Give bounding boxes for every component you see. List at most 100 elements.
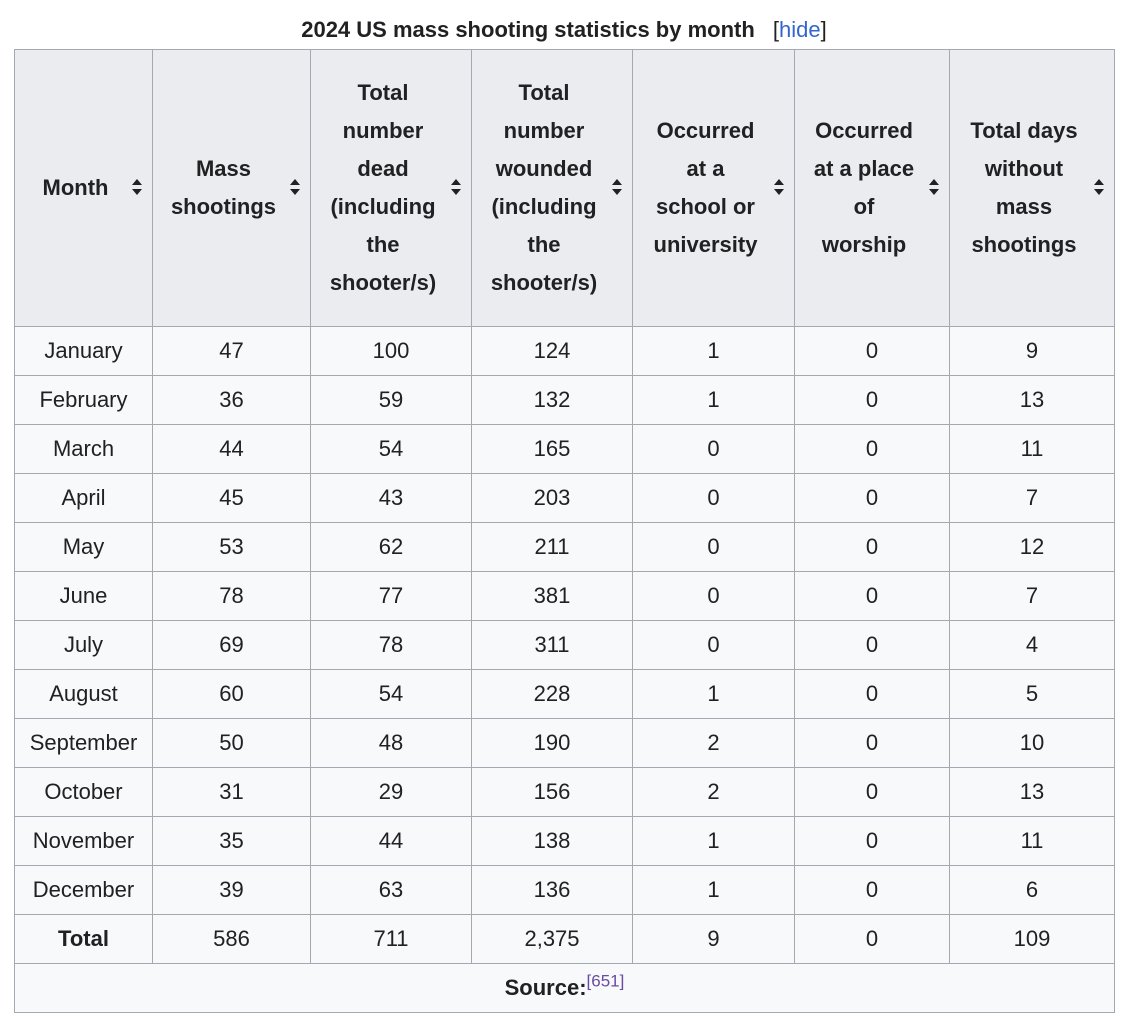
- total-cell-days-without: 109: [949, 914, 1115, 964]
- cell-total-wounded: 203: [471, 473, 633, 523]
- sort-arrows-icon[interactable]: [1094, 179, 1104, 197]
- table-row: April 45 43 203 0 0 7: [14, 473, 1115, 523]
- cell-place-of-worship: 0: [794, 473, 950, 523]
- column-header-text: (including: [491, 194, 597, 219]
- column-header-text: of: [853, 194, 875, 219]
- cell-total-dead: 77: [310, 571, 472, 621]
- cell-total-wounded: 132: [471, 375, 633, 425]
- sort-arrows-icon[interactable]: [774, 179, 784, 197]
- cell-place-of-worship: 0: [794, 424, 950, 474]
- cell-total-wounded: 211: [471, 522, 633, 572]
- cell-total-dead: 29: [310, 767, 472, 817]
- cell-total-wounded: 165: [471, 424, 633, 474]
- column-header-month[interactable]: Month: [14, 49, 153, 327]
- cell-school-or-university: 1: [632, 816, 795, 866]
- cell-school-or-university: 2: [632, 718, 795, 768]
- cell-total-wounded: 138: [471, 816, 633, 866]
- column-header-place-of-worship[interactable]: Occurred at a place of worship: [794, 49, 950, 327]
- cell-place-of-worship: 0: [794, 375, 950, 425]
- cell-mass-shootings: 60: [152, 669, 311, 719]
- cell-mass-shootings: 78: [152, 571, 311, 621]
- cell-school-or-university: 0: [632, 473, 795, 523]
- column-header-text: Month: [42, 175, 109, 200]
- table-row: May 53 62 211 0 0 12: [14, 522, 1115, 572]
- column-header-text: shootings: [971, 232, 1077, 257]
- column-header-text: shooter/s): [490, 270, 598, 295]
- column-header-text: without: [984, 156, 1064, 181]
- table-row: December 39 63 136 1 0 6: [14, 865, 1115, 915]
- total-cell-place-of-worship: 0: [794, 914, 950, 964]
- cell-days-without: 11: [949, 816, 1115, 866]
- cell-total-dead: 48: [310, 718, 472, 768]
- cell-days-without: 13: [949, 767, 1115, 817]
- cell-days-without: 6: [949, 865, 1115, 915]
- sort-arrows-icon[interactable]: [929, 179, 939, 197]
- column-header-days-without[interactable]: Total days without mass shootings: [949, 49, 1115, 327]
- cell-month: June: [14, 571, 153, 621]
- total-cell-total-dead: 711: [310, 914, 472, 964]
- total-cell-total-wounded: 2,375: [471, 914, 633, 964]
- toggle-bracket-open: [: [772, 17, 780, 42]
- cell-mass-shootings: 39: [152, 865, 311, 915]
- cell-mass-shootings: 36: [152, 375, 311, 425]
- cell-place-of-worship: 0: [794, 767, 950, 817]
- cell-total-dead: 62: [310, 522, 472, 572]
- cell-month: July: [14, 620, 153, 670]
- cell-month: December: [14, 865, 153, 915]
- cell-days-without: 4: [949, 620, 1115, 670]
- cell-month: October: [14, 767, 153, 817]
- column-header-school-or-university[interactable]: Occurred at a school or university: [632, 49, 795, 327]
- table-row: September 50 48 190 2 0 10: [14, 718, 1115, 768]
- cell-month: April: [14, 473, 153, 523]
- cell-total-wounded: 381: [471, 571, 633, 621]
- cell-month: January: [14, 326, 153, 376]
- column-header-text: mass: [995, 194, 1053, 219]
- cell-month: August: [14, 669, 153, 719]
- cell-place-of-worship: 0: [794, 571, 950, 621]
- cell-total-dead: 63: [310, 865, 472, 915]
- cell-total-wounded: 190: [471, 718, 633, 768]
- cell-total-dead: 54: [310, 424, 472, 474]
- cell-total-dead: 43: [310, 473, 472, 523]
- sort-arrows-icon[interactable]: [290, 179, 300, 197]
- sort-arrows-icon[interactable]: [132, 179, 142, 197]
- cell-mass-shootings: 31: [152, 767, 311, 817]
- hide-link[interactable]: hide: [779, 17, 821, 42]
- column-header-text: Occurred: [815, 118, 913, 143]
- column-header-total-dead[interactable]: Total number dead (including the shooter/s): [310, 49, 472, 327]
- sort-arrows-icon[interactable]: [451, 179, 461, 197]
- cell-mass-shootings: 45: [152, 473, 311, 523]
- source-label: Source:: [504, 975, 587, 1000]
- cell-total-wounded: 228: [471, 669, 633, 719]
- total-cell-school-or-university: 9: [632, 914, 795, 964]
- cell-school-or-university: 2: [632, 767, 795, 817]
- table-row: January 47 100 124 1 0 9: [14, 326, 1115, 376]
- cell-month: September: [14, 718, 153, 768]
- table-row: October 31 29 156 2 0 13: [14, 767, 1115, 817]
- reference-link[interactable]: [651]: [586, 971, 625, 991]
- cell-days-without: 7: [949, 571, 1115, 621]
- cell-days-without: 11: [949, 424, 1115, 474]
- cell-place-of-worship: 0: [794, 620, 950, 670]
- cell-total-dead: 59: [310, 375, 472, 425]
- cell-total-dead: 100: [310, 326, 472, 376]
- column-header-text: shooter/s): [329, 270, 437, 295]
- column-header-text: the: [527, 232, 561, 257]
- column-header-text: number: [503, 118, 585, 143]
- cell-days-without: 13: [949, 375, 1115, 425]
- cell-total-dead: 78: [310, 620, 472, 670]
- source-cell: Source:[651]: [14, 963, 1115, 1013]
- column-header-text: the: [366, 232, 400, 257]
- cell-place-of-worship: 0: [794, 816, 950, 866]
- statistics-table: Month Mass shootings Total number dead (includ…: [14, 49, 1115, 1013]
- column-header-text: at a: [686, 156, 725, 181]
- column-header-total-wounded[interactable]: Total number wounded (including the shooter/s…: [471, 49, 633, 327]
- column-header-mass-shootings[interactable]: Mass shootings: [152, 49, 311, 327]
- source-reference: [651]: [587, 972, 625, 991]
- cell-days-without: 5: [949, 669, 1115, 719]
- sort-arrows-icon[interactable]: [612, 179, 622, 197]
- column-header-text: Total: [357, 80, 409, 105]
- cell-month: February: [14, 375, 153, 425]
- column-header-text: worship: [821, 232, 907, 257]
- cell-mass-shootings: 53: [152, 522, 311, 572]
